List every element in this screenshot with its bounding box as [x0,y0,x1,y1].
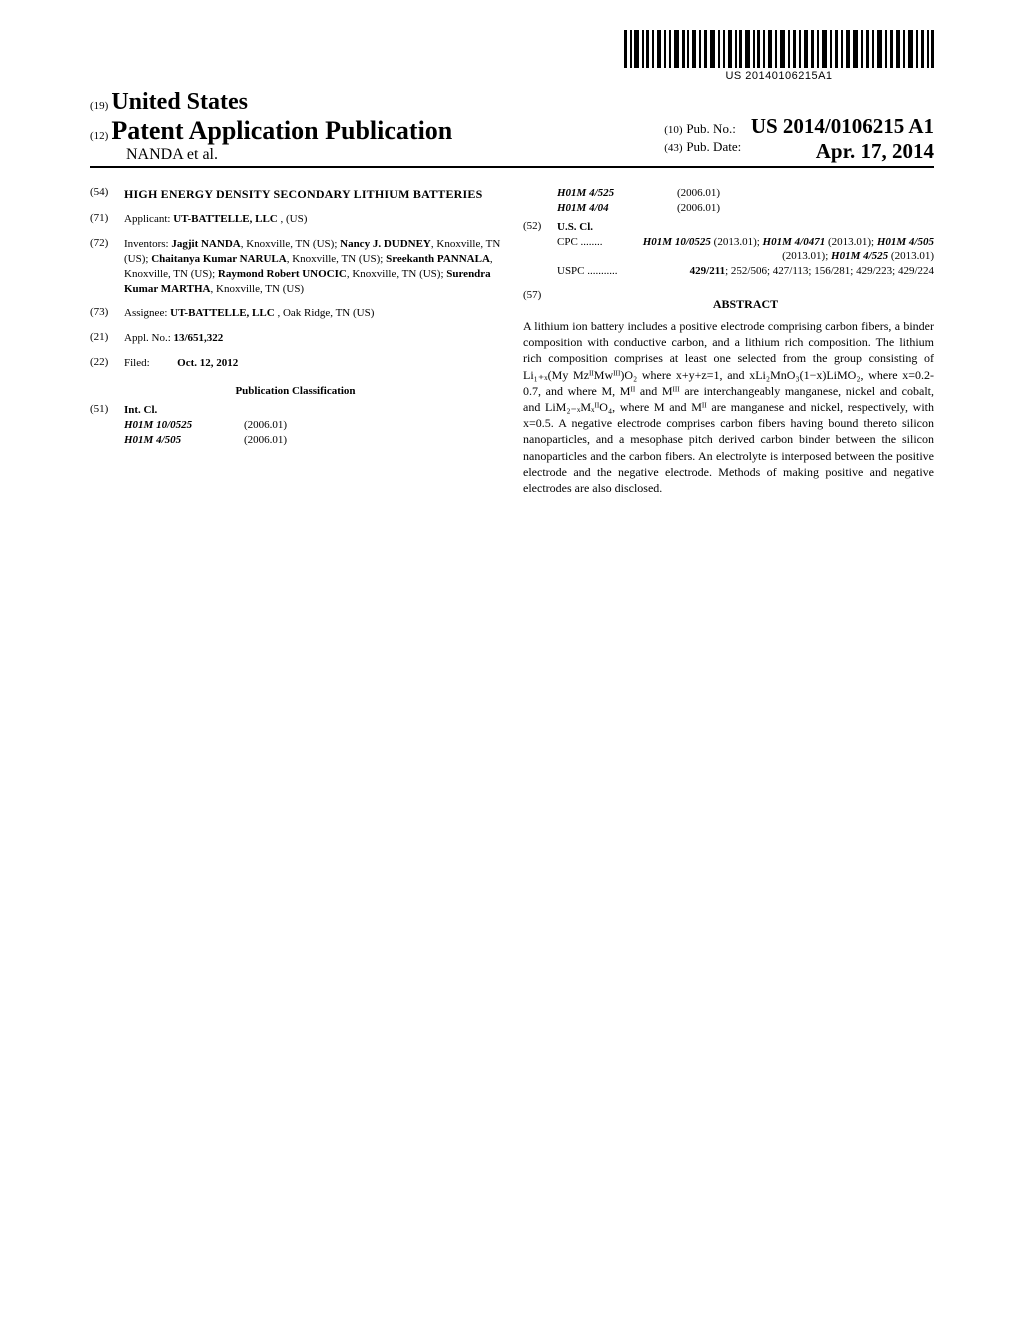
s52-num: (52) [523,220,557,279]
s52-cpc-label: CPC ........ [557,235,603,250]
s72-body: Inventors: Jagjit NANDA, Knoxville, TN (… [124,237,501,296]
s51c-code-0: H01M 4/525 [557,186,677,201]
barcode-block: US 20140106215A1 [90,30,934,83]
s51-code-0: H01M 10/0525 [124,418,244,433]
authors-top: NANDA et al. [126,146,218,163]
s22-num: (22) [90,356,124,371]
pub-line: (12) Patent Application Publication [90,116,452,146]
pubdate-line: (43) Pub. Date: Apr. 17, 2014 [664,139,934,164]
s51c-num [523,186,557,216]
section-51: (51) Int. Cl. H01M 10/0525 (2006.01) H01… [90,403,501,448]
s51c-body: H01M 4/525 (2006.01) H01M 4/04 (2006.01) [557,186,934,216]
section-72: (72) Inventors: Jagjit NANDA, Knoxville,… [90,237,501,296]
s71-loc: , (US) [280,213,307,225]
section-22: (22) Filed: Oct. 12, 2012 [90,356,501,371]
s73-loc: , Oak Ridge, TN (US) [277,307,374,319]
s57-num: (57) [523,289,557,318]
s51c-ver-0: (2006.01) [677,186,934,201]
s72-num: (72) [90,237,124,296]
body-columns: (54) HIGH ENERGY DENSITY SECONDARY LITHI… [90,186,934,496]
pubclass-header: Publication Classification [90,385,501,397]
s51c-ver-1: (2006.01) [677,201,934,216]
section-51-cont: H01M 4/525 (2006.01) H01M 4/04 (2006.01) [523,186,934,216]
s52-uspc-label: USPC ........... [557,264,618,279]
pub-label: Patent Application Publication [111,116,452,145]
s21-num: (21) [90,331,124,346]
s72-r3: , Knoxville, TN (US); [287,253,386,265]
s51-ver-1: (2006.01) [244,433,501,448]
s72-inv5: Raymond Robert UNOCIC [218,268,347,280]
section-21: (21) Appl. No.: 13/651,322 [90,331,501,346]
s71-num: (71) [90,212,124,227]
header-left: (19) United States (12) Patent Applicati… [90,89,452,164]
s22-label: Filed: [124,357,150,369]
right-column: H01M 4/525 (2006.01) H01M 4/04 (2006.01)… [523,186,934,496]
s73-num: (73) [90,306,124,321]
s51-body: Int. Cl. H01M 10/0525 (2006.01) H01M 4/5… [124,403,501,448]
s51c-code-1: H01M 4/04 [557,201,677,216]
s72-label: Inventors: [124,238,169,250]
s52-label: U.S. Cl. [557,221,593,233]
pubno-num: (10) [664,124,682,136]
country: United States [111,89,248,115]
pubno-label: Pub. No.: [686,121,735,136]
header-right: (10) Pub. No.: US 2014/0106215 A1 (43) P… [664,114,934,164]
s72-inv4: Sreekanth PANNALA [386,253,490,265]
header-row: (19) United States (12) Patent Applicati… [90,89,934,168]
s71-val: UT-BATTELLE, LLC [173,213,278,225]
s54-title: HIGH ENERGY DENSITY SECONDARY LITHIUM BA… [124,186,483,202]
s73-body: Assignee: UT-BATTELLE, LLC , Oak Ridge, … [124,306,374,321]
country-num: (19) [90,100,108,112]
barcode-text: US 20140106215A1 [624,70,934,82]
s71-label: Applicant: [124,213,170,225]
s21-label: Appl. No.: [124,332,171,344]
s72-inv2: Nancy J. DUDNEY [340,238,431,250]
pubdate-val: Apr. 17, 2014 [816,139,934,164]
section-54: (54) HIGH ENERGY DENSITY SECONDARY LITHI… [90,186,501,202]
s73-val: UT-BATTELLE, LLC [170,307,275,319]
section-73: (73) Assignee: UT-BATTELLE, LLC , Oak Ri… [90,306,501,321]
s51-num: (51) [90,403,124,448]
abstract-body: A lithium ion battery includes a positiv… [523,318,934,496]
s72-inv3: Chaitanya Kumar NARULA [151,253,286,265]
barcode: US 20140106215A1 [624,30,934,82]
s51-label: Int. Cl. [124,404,157,416]
s71-body: Applicant: UT-BATTELLE, LLC , (US) [124,212,307,227]
s52-cpc-val: H01M 10/0525 [643,236,711,248]
s21-body: Appl. No.: 13/651,322 [124,331,223,346]
s22-body: Filed: Oct. 12, 2012 [124,356,238,371]
s72-inv1: Jagjit NANDA [171,238,240,250]
s51-row-1: H01M 4/505 (2006.01) [124,433,501,448]
s51-code-1: H01M 4/505 [124,433,244,448]
s51-row-0: H01M 10/0525 (2006.01) [124,418,501,433]
s51-ver-0: (2006.01) [244,418,501,433]
s52-body: U.S. Cl. CPC ........ H01M 10/0525 (2013… [557,220,934,279]
s72-r6: , Knoxville, TN (US) [211,283,305,295]
s51c-row-0: H01M 4/525 (2006.01) [557,186,934,201]
left-column: (54) HIGH ENERGY DENSITY SECONDARY LITHI… [90,186,501,496]
authors-top-line: NANDA et al. [90,146,452,164]
s54-num: (54) [90,186,124,202]
pubno-val: US 2014/0106215 A1 [751,114,934,138]
s52-cpc: CPC ........ H01M 10/0525 (2013.01); H01… [557,235,934,265]
section-71: (71) Applicant: UT-BATTELLE, LLC , (US) [90,212,501,227]
section-52: (52) U.S. Cl. CPC ........ H01M 10/0525 … [523,220,934,279]
s72-r1: , Knoxville, TN (US); [241,238,340,250]
s51c-row-1: H01M 4/04 (2006.01) [557,201,934,216]
pub-num: (12) [90,130,108,142]
abstract-header: ABSTRACT [557,297,934,312]
pubno-line: (10) Pub. No.: US 2014/0106215 A1 [664,114,934,139]
s72-r5: , Knoxville, TN (US); [347,268,446,280]
pubdate-num: (43) [664,142,682,154]
country-line: (19) United States [90,89,452,116]
s52-uspc: USPC ........... 429/211; 252/506; 427/1… [557,264,934,279]
s21-val: 13/651,322 [174,332,224,344]
section-57-header: (57) ABSTRACT [523,289,934,318]
pubdate-label: Pub. Date: [686,139,741,154]
s73-label: Assignee: [124,307,167,319]
s22-val: Oct. 12, 2012 [177,357,238,369]
barcode-svg [624,30,934,68]
